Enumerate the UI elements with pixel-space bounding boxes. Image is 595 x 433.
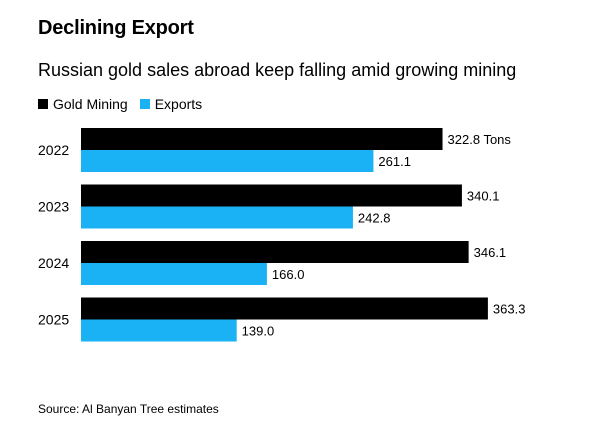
data-label-gold-mining-2024: 346.1	[474, 245, 507, 260]
source-note: Source: Al Banyan Tree estimates	[38, 402, 219, 416]
bar-exports-2025	[81, 319, 237, 342]
legend-swatch-exports	[139, 99, 150, 109]
bar-gold-mining-2024	[81, 241, 469, 263]
bar-exports-2023	[81, 206, 353, 229]
data-label-exports-2023: 242.8	[358, 211, 391, 226]
bar-exports-2022	[81, 150, 374, 172]
category-label-2022: 2022	[38, 142, 69, 158]
data-label-gold-mining-2023: 340.1	[467, 189, 500, 204]
bar-gold-mining-2023	[81, 184, 462, 207]
legend-item-gold-mining: Gold Mining	[38, 96, 128, 112]
data-label-gold-mining-2022: 322.8 Tons	[448, 132, 512, 147]
data-label-gold-mining-2025: 363.3	[493, 302, 526, 317]
category-label-2024: 2024	[38, 255, 69, 271]
bar-gold-mining-2025	[81, 297, 488, 320]
bar-gold-mining-2022	[81, 128, 443, 150]
data-label-exports-2025: 139.0	[242, 324, 275, 339]
legend-item-exports: Exports	[139, 96, 203, 112]
chart-subtitle: Russian gold sales abroad keep falling a…	[38, 60, 517, 80]
data-label-exports-2022: 261.1	[378, 154, 411, 169]
bar-exports-2024	[81, 263, 267, 285]
legend-label-gold-mining: Gold Mining	[53, 96, 128, 112]
data-label-exports-2024: 166.0	[272, 267, 305, 282]
chart-title: Declining Export	[38, 17, 194, 39]
legend-label-exports: Exports	[154, 96, 203, 112]
legend-swatch-gold-mining	[38, 99, 48, 109]
chart-legend: Gold Mining Exports	[38, 96, 214, 112]
category-label-2023: 2023	[38, 199, 69, 215]
category-label-2025: 2025	[38, 312, 69, 328]
